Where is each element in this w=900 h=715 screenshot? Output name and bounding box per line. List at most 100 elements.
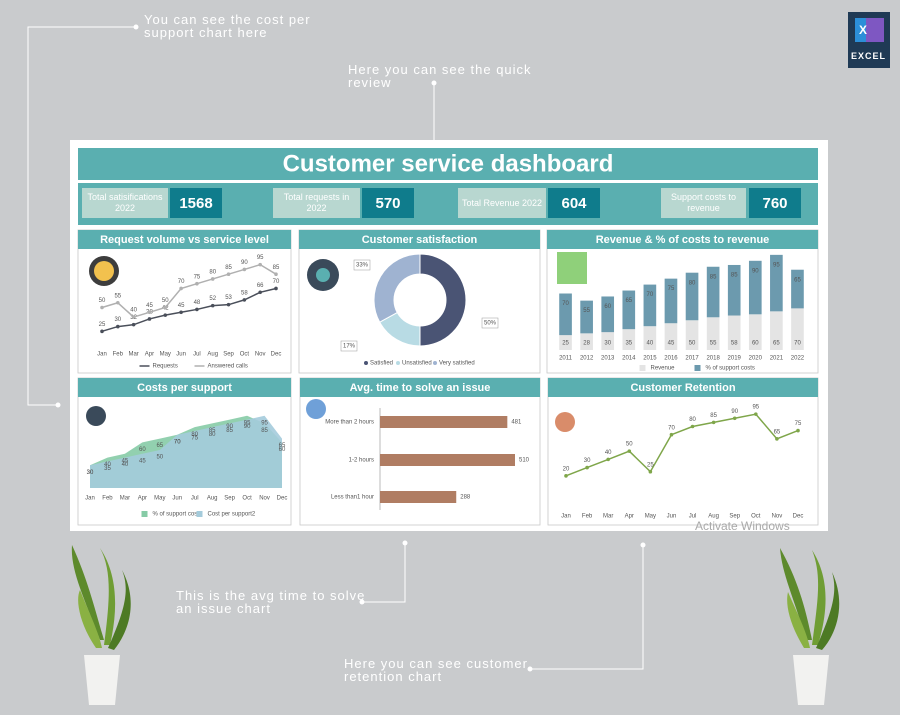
x-tick-label: Jan [85, 496, 95, 502]
legend-swatch [364, 361, 368, 365]
dashboard-title: Customer service dashboard [283, 150, 614, 177]
x-tick-label: Jul [689, 514, 697, 520]
data-label: 80 [209, 432, 216, 438]
x-tick-label: Jun [667, 514, 677, 520]
point [163, 305, 168, 310]
panel-header [299, 230, 540, 249]
data-label: 25 [99, 322, 106, 328]
connectors [27, 26, 644, 670]
bar-segment [622, 290, 636, 330]
x-tick-label: 2019 [728, 356, 742, 362]
point [564, 474, 568, 478]
x-tick-label: Nov [772, 514, 783, 520]
legend-swatch [639, 365, 646, 371]
data-label: 48 [194, 300, 201, 306]
data-label: 28 [583, 341, 590, 347]
leaf [71, 545, 104, 640]
data-label: 65 [156, 443, 163, 449]
legend-label: Cost per support2 [208, 512, 256, 518]
x-tick-label: 2013 [601, 356, 615, 362]
data-label: 60 [604, 304, 611, 310]
data-label: 33% [356, 263, 369, 269]
logo-x: X [859, 23, 867, 37]
point [585, 465, 589, 470]
icon [306, 399, 326, 419]
panel [77, 229, 292, 374]
bar-segment [748, 314, 762, 350]
icon [94, 261, 114, 281]
chart-title: Request volume vs service level [100, 234, 269, 246]
dot [527, 666, 533, 672]
x-tick-label: 2015 [643, 356, 657, 362]
x-tick-label: 2011 [559, 356, 573, 362]
bar-segment [791, 269, 804, 309]
panel [298, 229, 541, 374]
data-label: 65 [279, 443, 286, 449]
data-label: 50% [484, 321, 497, 327]
data-label: 40 [605, 450, 612, 456]
x-tick-label: 2022 [791, 356, 805, 362]
legend-swatch [396, 361, 400, 365]
label-box [340, 340, 358, 352]
leaf [812, 550, 826, 645]
point [147, 310, 152, 315]
logo-text: EXCEL [851, 51, 887, 61]
panel-header [78, 378, 291, 397]
data-label: 52 [209, 296, 216, 302]
data-label: 85 [710, 413, 717, 419]
data-label: 90 [241, 260, 248, 266]
kpi-value: 1568 [170, 188, 222, 218]
data-label: 53 [225, 295, 232, 301]
point [210, 277, 215, 281]
connector [362, 543, 406, 603]
chart-title: Revenue & % of costs to revenue [596, 234, 770, 246]
point [226, 302, 231, 307]
panel-header [547, 230, 818, 249]
x-tick-label: Aug [207, 496, 218, 502]
data-label: 30 [604, 341, 611, 347]
data-label: 20 [563, 466, 570, 472]
x-tick-label: Dec [271, 352, 282, 358]
dot [640, 542, 646, 548]
data-label: 85 [226, 428, 233, 434]
bar-segment [580, 333, 593, 350]
bar [380, 416, 508, 428]
x-tick-label: Nov [259, 496, 270, 502]
point [274, 272, 278, 276]
plant-right [780, 548, 840, 705]
bar-segment [559, 335, 572, 350]
data-label: 35 [104, 466, 111, 472]
x-tick-label: Apr [138, 496, 147, 502]
point [147, 317, 152, 321]
leaf [787, 592, 810, 648]
point [242, 267, 247, 272]
pie-slice [373, 253, 421, 323]
bar-segment [706, 266, 720, 318]
leaf [78, 590, 102, 648]
x-tick-label: Sep [223, 352, 234, 358]
legend-label: Very satisfied [439, 361, 475, 367]
point [775, 437, 779, 441]
data-label: 510 [519, 458, 530, 464]
point [179, 310, 183, 315]
panel-header [300, 378, 540, 397]
data-label: 70 [794, 341, 801, 347]
panel [547, 377, 819, 526]
bar [380, 454, 515, 466]
icon [555, 412, 575, 432]
dot [431, 80, 437, 86]
data-label: 70 [174, 439, 181, 445]
data-label: 17% [343, 344, 356, 350]
bar-segment [727, 315, 741, 350]
legend-label: Revenue [651, 366, 676, 372]
data-label: 50 [689, 341, 696, 347]
legend-label: Satisfied [370, 361, 393, 367]
connector [530, 545, 644, 670]
x-tick-label: Nov [255, 352, 266, 358]
x-tick-label: Oct [240, 352, 250, 358]
data-label: 30 [584, 458, 591, 464]
x-tick-label: 2021 [770, 356, 784, 362]
data-label: 45 [146, 303, 153, 309]
data-label: 65 [625, 298, 632, 304]
data-label: 70 [668, 425, 675, 431]
